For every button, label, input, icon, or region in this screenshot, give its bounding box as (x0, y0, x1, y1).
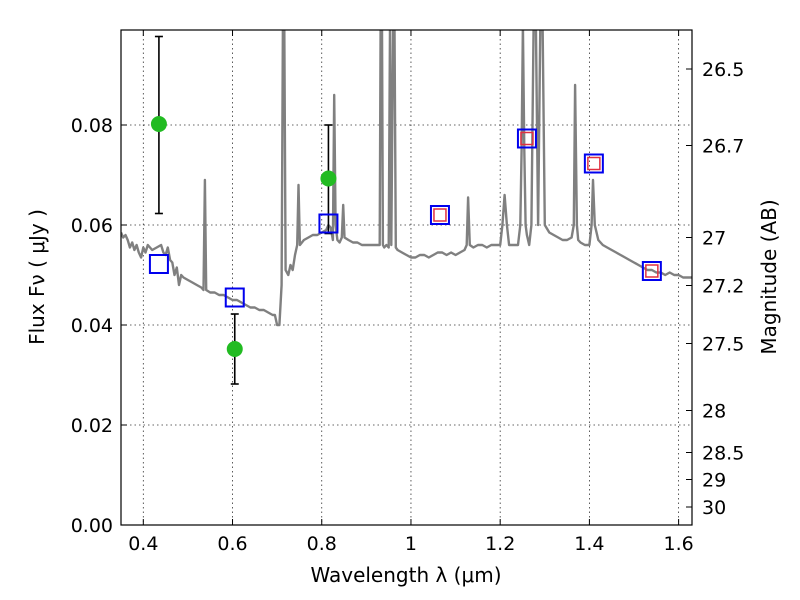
x-axis: 0.4 0.6 0.8 1 1.2 1.4 1.6 (128, 30, 694, 555)
model-flux-square (516, 128, 537, 149)
x-axis-label: Wavelength λ (μm) (310, 563, 501, 587)
plot-area (121, 30, 692, 385)
y-axis-right-label: Magnitude (AB) (757, 199, 781, 354)
model-flux-square-inner (520, 131, 534, 146)
right-tick-label: 28 (702, 401, 726, 423)
y-tick-label: 0.06 (71, 215, 113, 237)
right-tick-label: 27 (702, 228, 726, 250)
model-flux-square (429, 205, 450, 225)
y-axis-left: 0.00 0.02 0.04 0.06 0.08 (71, 115, 127, 537)
model-flux-square (318, 213, 339, 234)
observed-flux-point (320, 170, 337, 187)
observed-flux-point (226, 341, 243, 357)
x-tick-label: 1.6 (664, 533, 694, 555)
right-tick-label: 26.5 (702, 59, 744, 81)
model-spectrum-line (121, 30, 692, 327)
y-tick-label: 0.02 (71, 415, 113, 437)
model-flux-square-inner (587, 156, 601, 171)
y-tick-label: 0.08 (71, 115, 113, 137)
x-tick-label: 1 (405, 533, 417, 555)
model-flux-square (641, 261, 662, 281)
x-tick-label: 0.6 (217, 533, 247, 555)
y-axis-label: Flux Fν ( μJy ) (25, 209, 49, 345)
x-tick-label: 1.2 (485, 533, 515, 555)
grid-lines (121, 30, 692, 526)
right-tick-label: 30 (702, 497, 726, 519)
model-flux-square (148, 254, 169, 274)
right-tick-label: 26.7 (702, 136, 744, 158)
y-tick-label: 0.00 (71, 515, 113, 537)
model-flux-square (583, 153, 604, 174)
model-flux-square-inner (433, 208, 447, 222)
model-flux-square (224, 287, 245, 308)
y-tick-label: 0.04 (71, 315, 113, 337)
x-tick-label: 1.4 (574, 533, 604, 555)
y-axis-right: 26.5 26.7 27 27.2 27.5 28 28.5 29 30 (686, 59, 744, 519)
model-flux-square-inner (645, 264, 659, 278)
x-tick-label: 0.4 (128, 533, 158, 555)
right-tick-label: 29 (702, 470, 726, 492)
observed-flux-point (150, 116, 167, 132)
right-tick-label: 28.5 (702, 443, 744, 465)
right-tick-label: 27.5 (702, 334, 744, 356)
x-tick-label: 0.8 (307, 533, 337, 555)
right-tick-label: 27.2 (702, 276, 744, 298)
plot-frame (120, 29, 693, 526)
